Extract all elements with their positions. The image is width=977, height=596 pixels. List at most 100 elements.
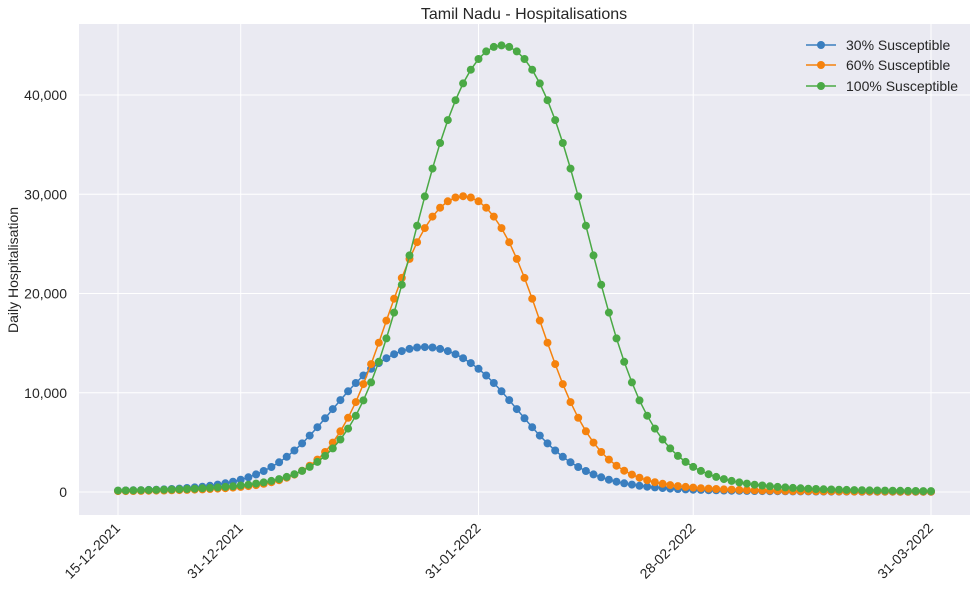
data-point (390, 350, 399, 359)
data-point (282, 452, 291, 461)
data-point (704, 484, 713, 493)
data-point (121, 486, 130, 495)
data-point (474, 364, 483, 373)
data-point (597, 473, 606, 482)
data-point (742, 479, 751, 488)
data-point (796, 484, 805, 493)
data-point (413, 221, 422, 230)
data-point (313, 457, 322, 466)
data-point (535, 79, 544, 88)
data-point (443, 197, 452, 206)
data-point (581, 221, 590, 230)
data-point (167, 485, 176, 494)
data-point (551, 360, 560, 369)
data-point (727, 485, 736, 494)
data-point (735, 485, 744, 494)
data-point (275, 458, 284, 467)
data-point (351, 379, 360, 387)
data-point (229, 482, 237, 491)
data-point (459, 192, 468, 201)
data-point (183, 485, 191, 493)
data-point (160, 485, 168, 494)
data-point (459, 354, 468, 363)
data-point (152, 485, 161, 494)
data-point (390, 308, 399, 317)
data-point (328, 444, 337, 453)
y-tick-label: 30,000 (24, 186, 67, 202)
data-point (911, 487, 920, 495)
x-tick-label: 31-01-2022 (422, 520, 484, 582)
data-point (459, 79, 468, 88)
data-point (512, 47, 521, 56)
data-point (788, 483, 797, 492)
data-point (604, 308, 613, 317)
data-point (712, 485, 721, 493)
data-point (374, 338, 383, 347)
data-point (873, 486, 882, 495)
data-point (428, 212, 437, 221)
data-point (236, 481, 245, 490)
data-point (673, 451, 682, 460)
data-point (298, 439, 307, 448)
data-point (627, 470, 636, 479)
data-point (535, 431, 544, 440)
data-point (275, 475, 284, 484)
data-point (528, 65, 537, 74)
data-point (696, 484, 705, 493)
data-point (574, 192, 583, 201)
data-point (367, 360, 376, 369)
data-point (336, 427, 345, 436)
data-point (451, 193, 460, 202)
data-point (129, 486, 138, 495)
data-point (528, 423, 537, 432)
x-tick-label: 28-02-2022 (636, 520, 698, 582)
data-point (413, 343, 422, 352)
data-point (835, 485, 843, 494)
data-point (842, 485, 851, 494)
data-point (382, 354, 391, 363)
data-point (420, 192, 429, 201)
data-point (359, 396, 368, 405)
data-point (374, 357, 383, 366)
data-point (474, 55, 483, 63)
data-point (290, 470, 299, 479)
data-point (259, 467, 268, 475)
data-point (750, 480, 759, 489)
y-axis-label: Daily Hospitalisation (5, 207, 21, 333)
data-point (198, 484, 207, 493)
data-point (420, 343, 429, 352)
legend-marker-3 (817, 82, 825, 90)
data-point (650, 478, 659, 487)
data-point (612, 477, 621, 486)
data-point (244, 473, 253, 482)
data-point (489, 212, 498, 221)
data-point (597, 280, 606, 289)
data-point (466, 193, 475, 202)
series-layer (114, 41, 935, 496)
data-point (336, 435, 345, 444)
data-point (328, 405, 337, 414)
data-point (443, 116, 452, 125)
data-point (321, 414, 330, 423)
data-point (344, 413, 353, 422)
data-point (489, 42, 498, 51)
data-point (512, 405, 521, 414)
data-point (543, 96, 552, 105)
data-point (436, 344, 445, 353)
data-point (497, 41, 506, 50)
data-point (528, 294, 537, 303)
data-point (543, 338, 552, 347)
legend-label-1: 30% Susceptible (846, 37, 951, 53)
data-point (551, 446, 560, 455)
data-point (520, 273, 529, 282)
data-point (290, 446, 299, 455)
data-point (244, 480, 253, 489)
data-point (758, 481, 767, 490)
data-point (896, 486, 905, 495)
data-point (466, 359, 475, 368)
data-point (137, 486, 145, 495)
data-point (367, 378, 376, 387)
data-point (543, 439, 552, 448)
data-point (681, 482, 690, 491)
